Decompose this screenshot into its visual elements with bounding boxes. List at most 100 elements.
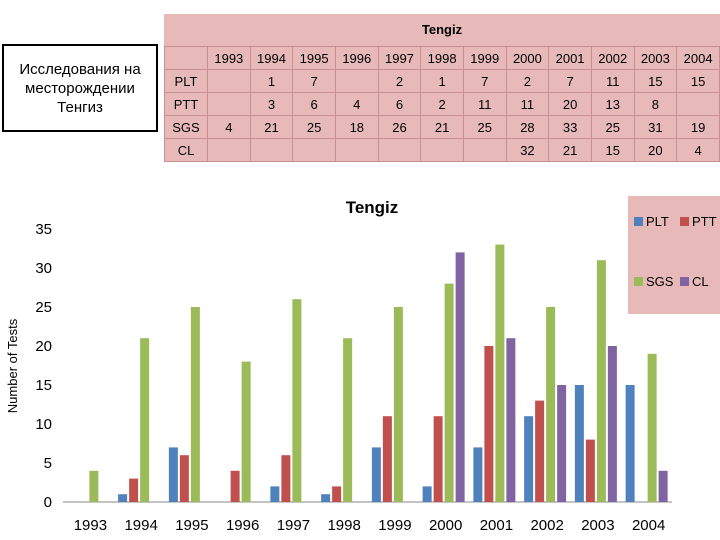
table-cell — [676, 92, 720, 116]
legend-item-cl: CL — [680, 274, 709, 289]
table-cell: 26 — [377, 115, 422, 139]
table-row-label: PTT — [164, 92, 208, 116]
x-tick-label: 1996 — [226, 517, 259, 534]
chart-title: Tengiz — [346, 198, 399, 217]
table-cell: 15 — [676, 69, 720, 93]
y-axis-label: Number of Tests — [5, 318, 20, 413]
bar-plt-2001 — [473, 447, 483, 502]
bar-ptt-1999 — [382, 416, 392, 502]
table-cell: 25 — [292, 115, 336, 139]
table-cell: 21 — [420, 115, 464, 139]
table-row: PLT 1 7 2 1 7 2 7 11 15 15 — [164, 69, 720, 93]
bar-ptt-1995 — [179, 455, 189, 502]
bar-sgs-2002 — [546, 307, 556, 502]
y-tick-label: 20 — [35, 338, 52, 355]
table-cell — [292, 138, 336, 162]
bar-plt-2003 — [574, 385, 584, 502]
bar-sgs-1995 — [190, 307, 200, 502]
data-grid: 1993 1994 1995 1996 1997 1998 1999 2000 2001 2002… — [164, 46, 720, 162]
table-cell: 15 — [590, 138, 635, 162]
legend-item-plt: PLT — [634, 214, 669, 229]
table-year-header: 2000 — [505, 46, 550, 70]
bar-cl-2000 — [455, 252, 465, 502]
table-year-header: 1993 — [207, 46, 251, 70]
bars — [89, 244, 668, 502]
bar-plt-2000 — [422, 486, 432, 502]
bar-plt-1995 — [168, 447, 178, 502]
table-year-header: 1995 — [292, 46, 336, 70]
caption-box: Исследования на месторождении Тенгиз — [2, 44, 158, 132]
bar-sgs-2003 — [596, 260, 606, 502]
bar-ptt-2002 — [535, 400, 545, 502]
bar-plt-1999 — [371, 447, 381, 502]
bar-sgs-2000 — [444, 283, 454, 502]
table-cell: 28 — [505, 115, 550, 139]
x-tick-label: 2004 — [632, 517, 665, 534]
table-cell — [249, 138, 294, 162]
table-cell: 11 — [462, 92, 507, 116]
table-cell — [377, 138, 422, 162]
bar-ptt-2003 — [585, 439, 595, 502]
bar-cl-2003 — [607, 346, 617, 502]
legend: PLT PTT SGS CL — [628, 196, 720, 314]
legend-swatch — [680, 277, 689, 286]
data-table: Tengiz 1993 1994 1995 1996 1997 1998 1999 2000 2… — [164, 14, 720, 162]
table-header-row: 1993 1994 1995 1996 1997 1998 1999 2000 2001 2002… — [164, 46, 720, 70]
bar-plt-1994 — [118, 494, 128, 502]
x-tick-label: 1994 — [124, 517, 157, 534]
table-cell: 1 — [420, 69, 464, 93]
table-row: CL 32 21 15 20 4 — [164, 138, 720, 162]
legend-label: PLT — [646, 214, 669, 229]
y-tick-label: 30 — [35, 260, 52, 277]
table-row-label: CL — [164, 138, 208, 162]
x-tick-label: 2003 — [581, 517, 614, 534]
bar-cl-2002 — [557, 385, 567, 502]
table-cell — [334, 69, 379, 93]
legend-swatch — [634, 217, 643, 226]
table-cell: 11 — [505, 92, 550, 116]
y-tick-label: 25 — [35, 299, 52, 316]
table-cell — [420, 138, 464, 162]
y-tick-label: 15 — [35, 377, 52, 394]
y-tick-label: 10 — [35, 416, 52, 433]
legend-label: CL — [692, 274, 709, 289]
table-year-header: 1997 — [377, 46, 422, 70]
x-tick-label: 1999 — [378, 517, 411, 534]
bar-sgs-2001 — [495, 244, 505, 502]
table-row: SGS 4 21 25 18 26 21 25 28 33 25 31 19 — [164, 115, 720, 139]
caption-text: Исследования на месторождении Тенгиз — [19, 60, 140, 117]
x-tick-label: 1998 — [327, 517, 360, 534]
y-tick-label: 35 — [35, 221, 52, 238]
caption-line: Исследования на — [19, 60, 141, 78]
bar-ptt-2001 — [484, 346, 494, 502]
legend-item-sgs: SGS — [634, 274, 673, 289]
x-tick-label: 1997 — [277, 517, 310, 534]
table-cell: 15 — [633, 69, 678, 93]
axes: 0 5 10 15 20 25 30 35 1993 1994 1995 1996 1997 1998 19… — [35, 221, 672, 534]
table-cell — [207, 92, 251, 116]
y-tick-label: 5 — [44, 455, 52, 472]
table-year-header: 1996 — [334, 46, 379, 70]
table-cell — [462, 138, 507, 162]
bar-ptt-2000 — [433, 416, 443, 502]
x-tick-label: 1993 — [74, 517, 107, 534]
table-cell: 7 — [548, 69, 592, 93]
bar-cl-2004 — [658, 470, 668, 502]
table-cell: 2 — [505, 69, 550, 93]
legend-swatch — [680, 217, 689, 226]
bar-ptt-1996 — [230, 470, 240, 502]
bar-sgs-1996 — [241, 361, 251, 502]
legend-item-ptt: PTT — [680, 214, 717, 229]
bar-ptt-1998 — [332, 486, 342, 502]
bar-sgs-1994 — [140, 338, 150, 502]
table-year-header: 2003 — [633, 46, 678, 70]
table-cell: 25 — [590, 115, 635, 139]
legend-swatch — [634, 277, 643, 286]
bar-sgs-1998 — [343, 338, 353, 502]
bar-plt-1998 — [321, 494, 331, 502]
x-tick-label: 2000 — [429, 517, 462, 534]
table-cell: 20 — [633, 138, 678, 162]
table-cell: 11 — [590, 69, 635, 93]
table-cell: 32 — [505, 138, 550, 162]
